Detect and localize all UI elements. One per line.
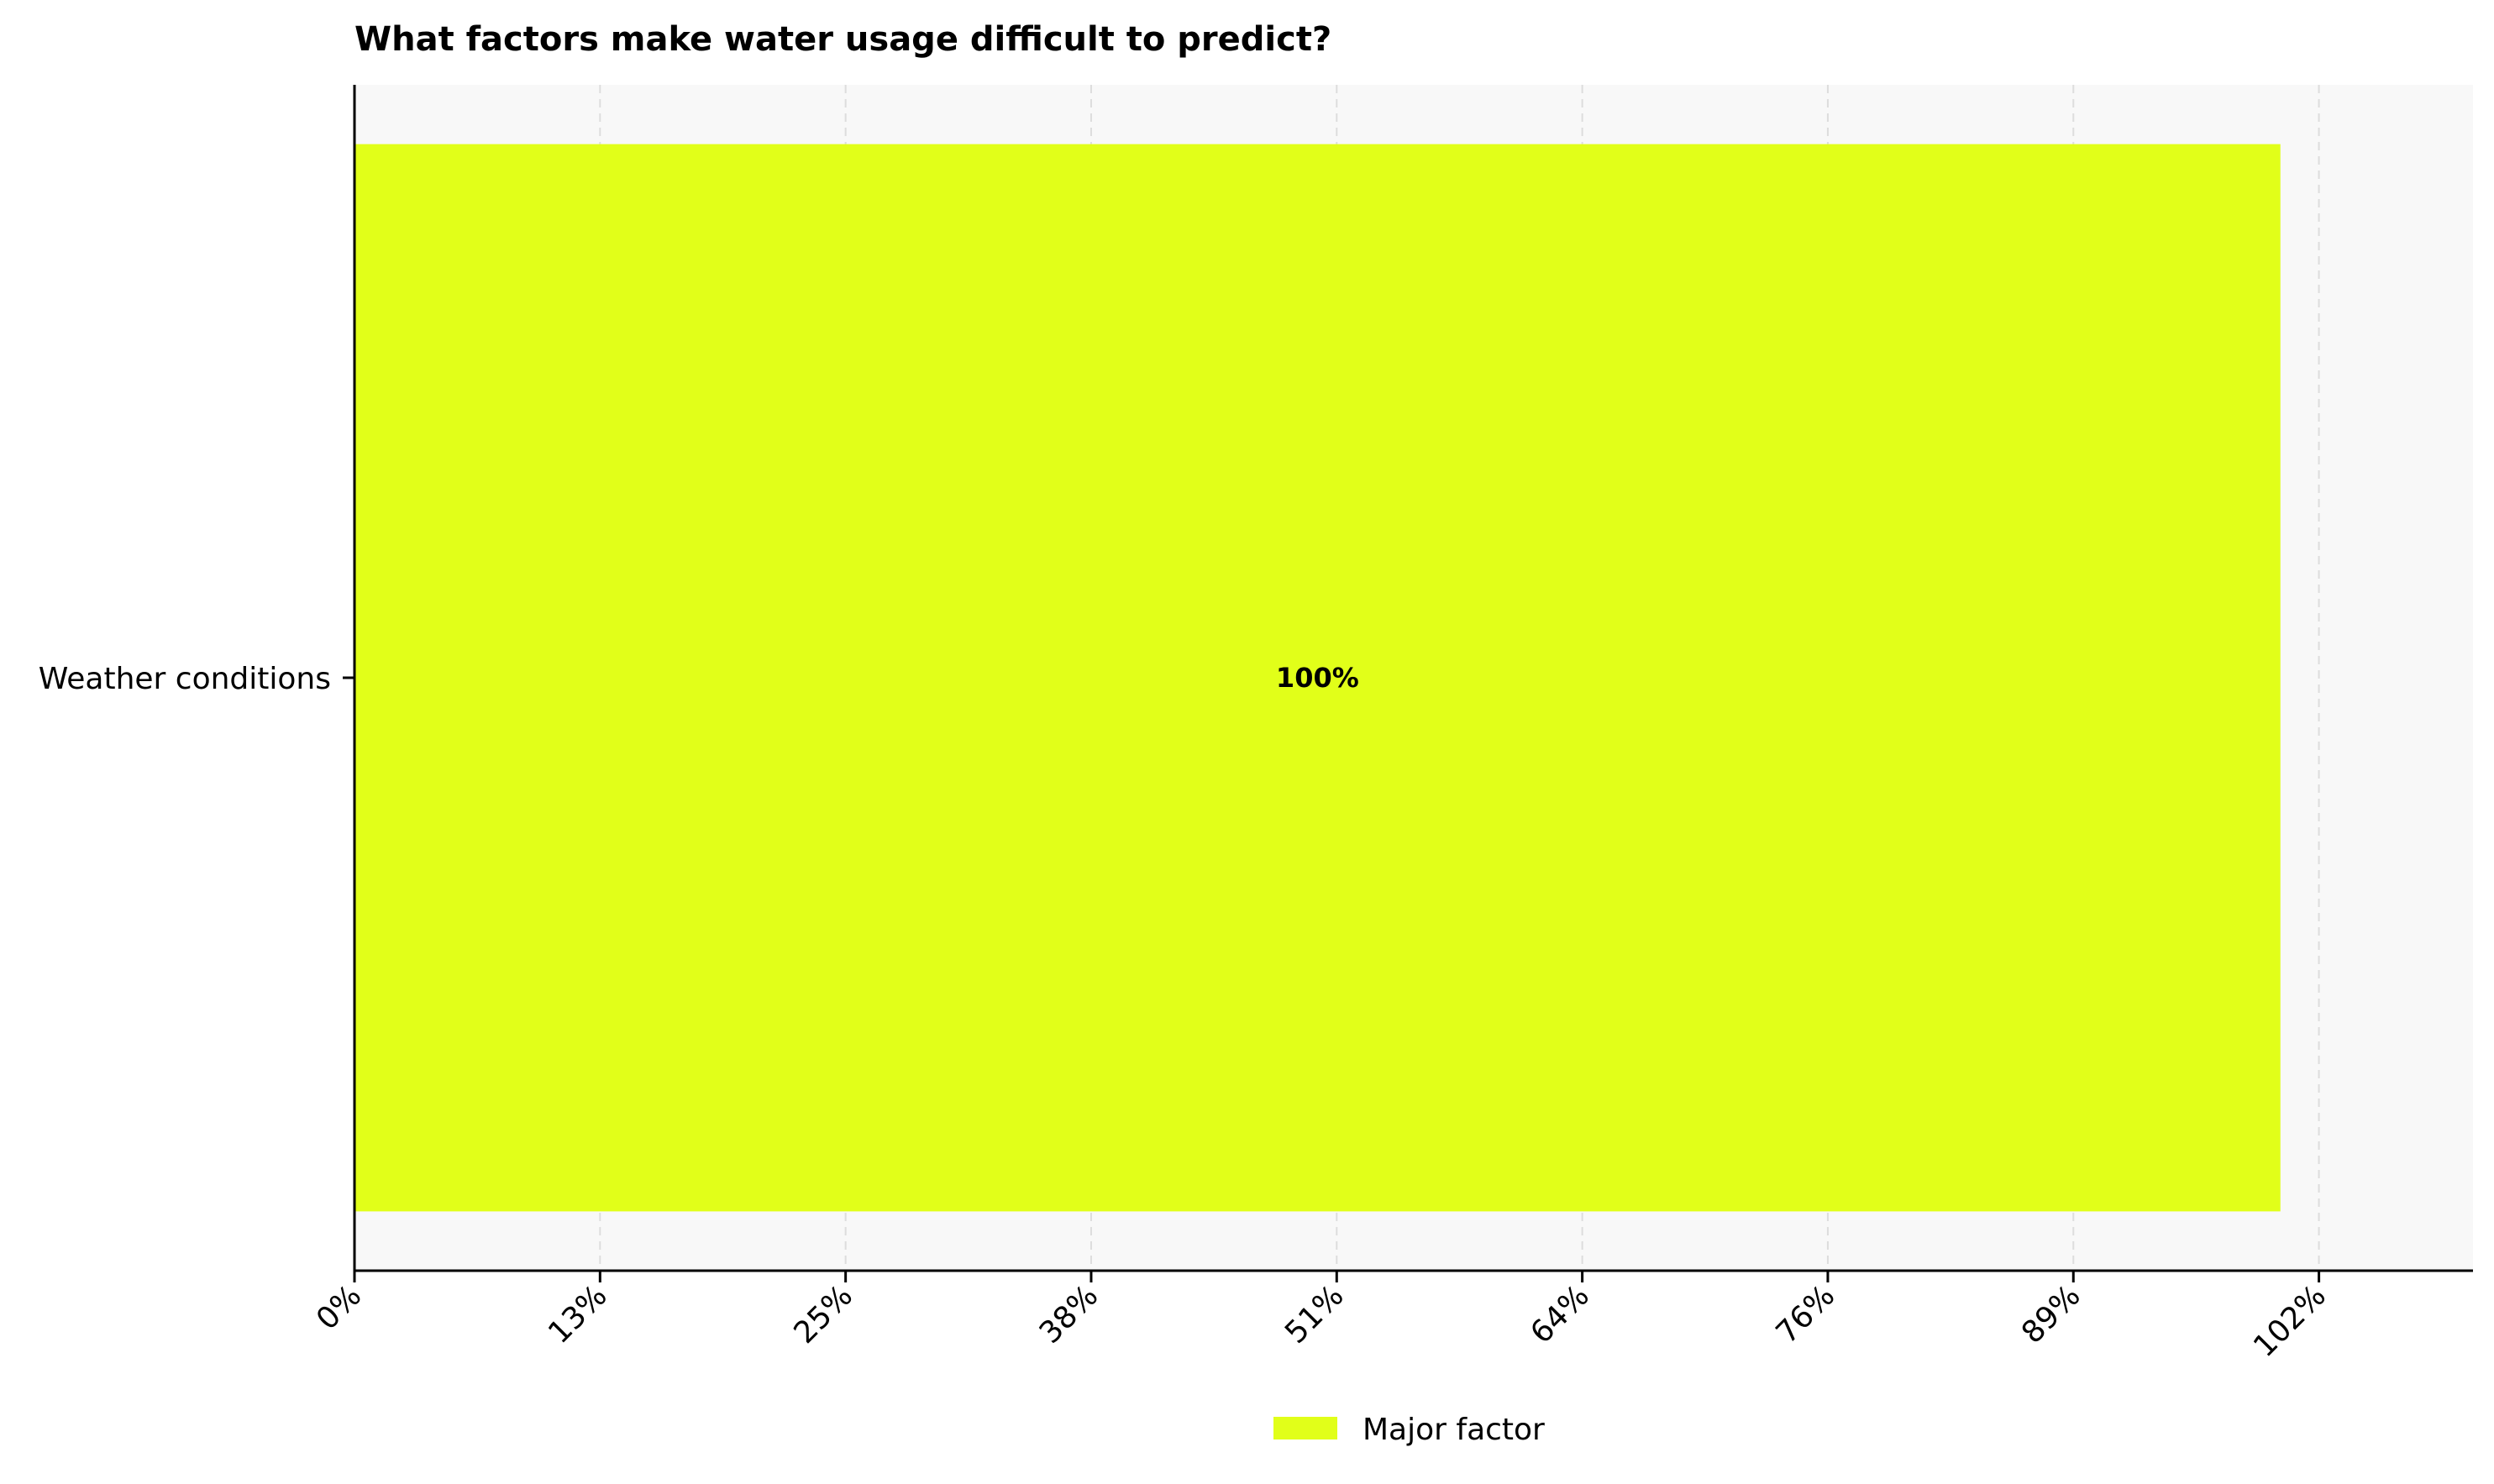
y-axis-ticks: Weather conditions	[39, 662, 354, 696]
x-tick-label: 102%	[2247, 1278, 2333, 1364]
x-tick-label: 64%	[1524, 1278, 1596, 1350]
x-tick-label: 38%	[1033, 1278, 1105, 1350]
x-tick-label: 0%	[310, 1278, 368, 1336]
bar	[354, 144, 2281, 1212]
legend-label: Major factor	[1363, 1413, 1545, 1447]
y-tick-label: Weather conditions	[39, 662, 331, 696]
x-tick-label: 25%	[787, 1278, 859, 1350]
chart-title: What factors make water usage difficult …	[354, 20, 1331, 59]
x-tick-label: 13%	[542, 1278, 614, 1350]
bar-labels: 100%	[1276, 662, 1359, 694]
x-tick-label: 76%	[1770, 1278, 1842, 1350]
x-tick-label: 51%	[1279, 1278, 1351, 1350]
bars	[354, 144, 2281, 1212]
legend-swatch	[1273, 1417, 1337, 1439]
legend: Major factor	[1273, 1413, 1545, 1447]
bar-value-label: 100%	[1276, 662, 1359, 694]
x-axis-ticks: 0% 13% 25% 38% 51% 64% 76% 89% 102%	[310, 1271, 2333, 1364]
x-tick-label: 89%	[2015, 1278, 2087, 1350]
